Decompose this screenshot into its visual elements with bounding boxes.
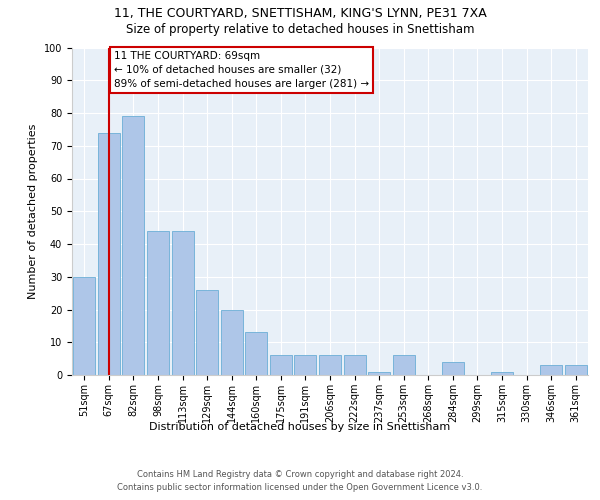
Bar	[221, 310, 243, 375]
Text: 11 THE COURTYARD: 69sqm
← 10% of detached houses are smaller (32)
89% of semi-de: 11 THE COURTYARD: 69sqm ← 10% of detache…	[114, 51, 369, 89]
Bar	[392, 356, 415, 375]
Bar	[270, 356, 292, 375]
Bar	[172, 231, 194, 375]
Bar	[98, 132, 120, 375]
Y-axis label: Number of detached properties: Number of detached properties	[28, 124, 38, 299]
Bar	[319, 356, 341, 375]
Bar	[295, 356, 316, 375]
Bar	[491, 372, 513, 375]
Bar	[344, 356, 365, 375]
Bar	[73, 277, 95, 375]
Bar	[540, 365, 562, 375]
Text: 11, THE COURTYARD, SNETTISHAM, KING'S LYNN, PE31 7XA: 11, THE COURTYARD, SNETTISHAM, KING'S LY…	[113, 8, 487, 20]
Text: Distribution of detached houses by size in Snettisham: Distribution of detached houses by size …	[149, 422, 451, 432]
Bar	[122, 116, 145, 375]
Bar	[245, 332, 268, 375]
Bar	[442, 362, 464, 375]
Text: Contains HM Land Registry data © Crown copyright and database right 2024.
Contai: Contains HM Land Registry data © Crown c…	[118, 470, 482, 492]
Bar	[147, 231, 169, 375]
Bar	[196, 290, 218, 375]
Bar	[565, 365, 587, 375]
Text: Size of property relative to detached houses in Snettisham: Size of property relative to detached ho…	[126, 22, 474, 36]
Bar	[368, 372, 390, 375]
